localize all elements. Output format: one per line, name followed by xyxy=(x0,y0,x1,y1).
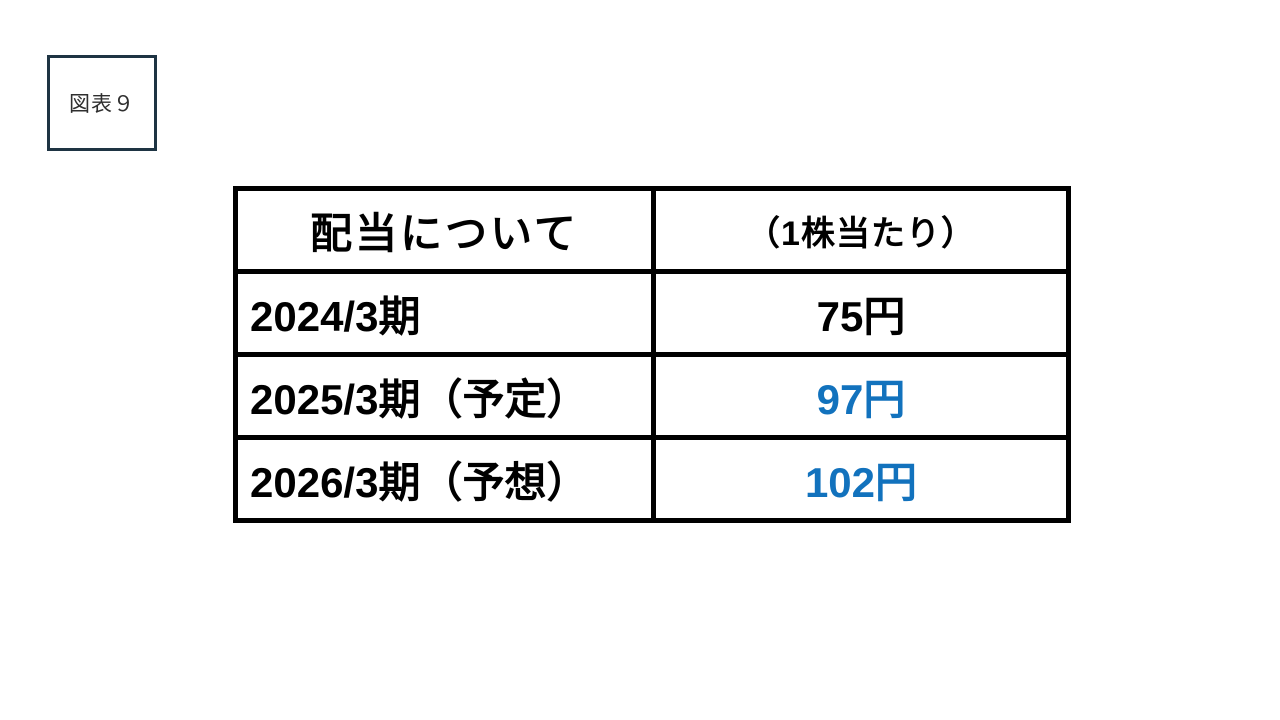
figure-label-box: 図表９ xyxy=(47,55,157,151)
dividend-value-2024: 75円 xyxy=(651,269,1071,357)
period-label-2026: 2026/3期（予想） xyxy=(233,435,656,523)
header-per-share: （1株当たり） xyxy=(651,186,1071,274)
header-dividend-title: 配当について xyxy=(233,186,656,274)
dividend-value-2025: 97円 xyxy=(651,352,1071,440)
table-header-row: 配当について （1株当たり） xyxy=(233,186,1071,274)
dividend-value-2026: 102円 xyxy=(651,435,1071,523)
period-label-2025: 2025/3期（予定） xyxy=(233,352,656,440)
table-row: 2025/3期（予定） 97円 xyxy=(233,352,1071,440)
dividend-table: 配当について （1株当たり） 2024/3期 75円 2025/3期（予定） 9… xyxy=(233,186,1071,523)
figure-label: 図表９ xyxy=(69,93,135,116)
table-row: 2026/3期（予想） 102円 xyxy=(233,435,1071,523)
table-row: 2024/3期 75円 xyxy=(233,269,1071,357)
period-label-2024: 2024/3期 xyxy=(233,269,656,357)
